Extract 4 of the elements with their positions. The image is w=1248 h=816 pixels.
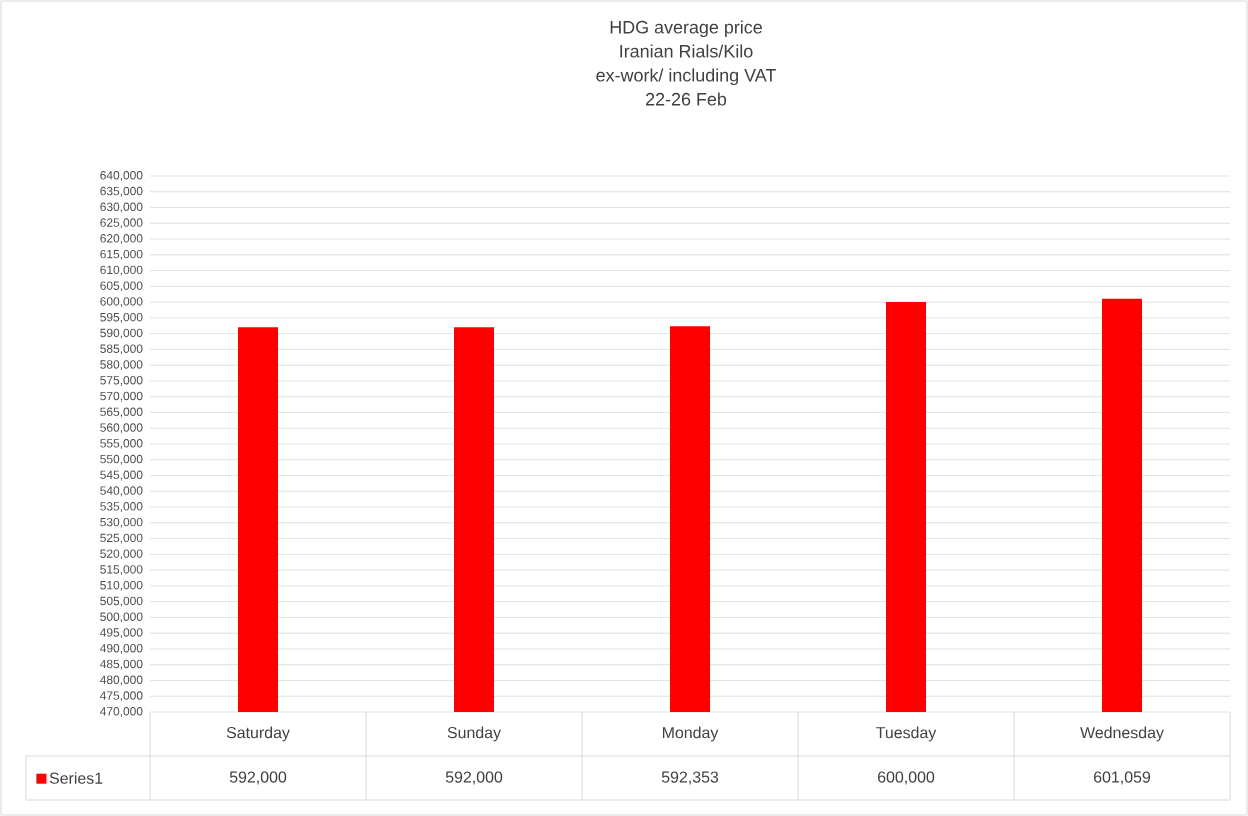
- chart-subtitle: Iranian Rials/Kilo: [620, 44, 753, 58]
- text: 22-26 Feb: [646, 92, 727, 106]
- text: ex-work/ including VAT: [596, 68, 776, 86]
- chart-title: HDG average price: [610, 20, 762, 38]
